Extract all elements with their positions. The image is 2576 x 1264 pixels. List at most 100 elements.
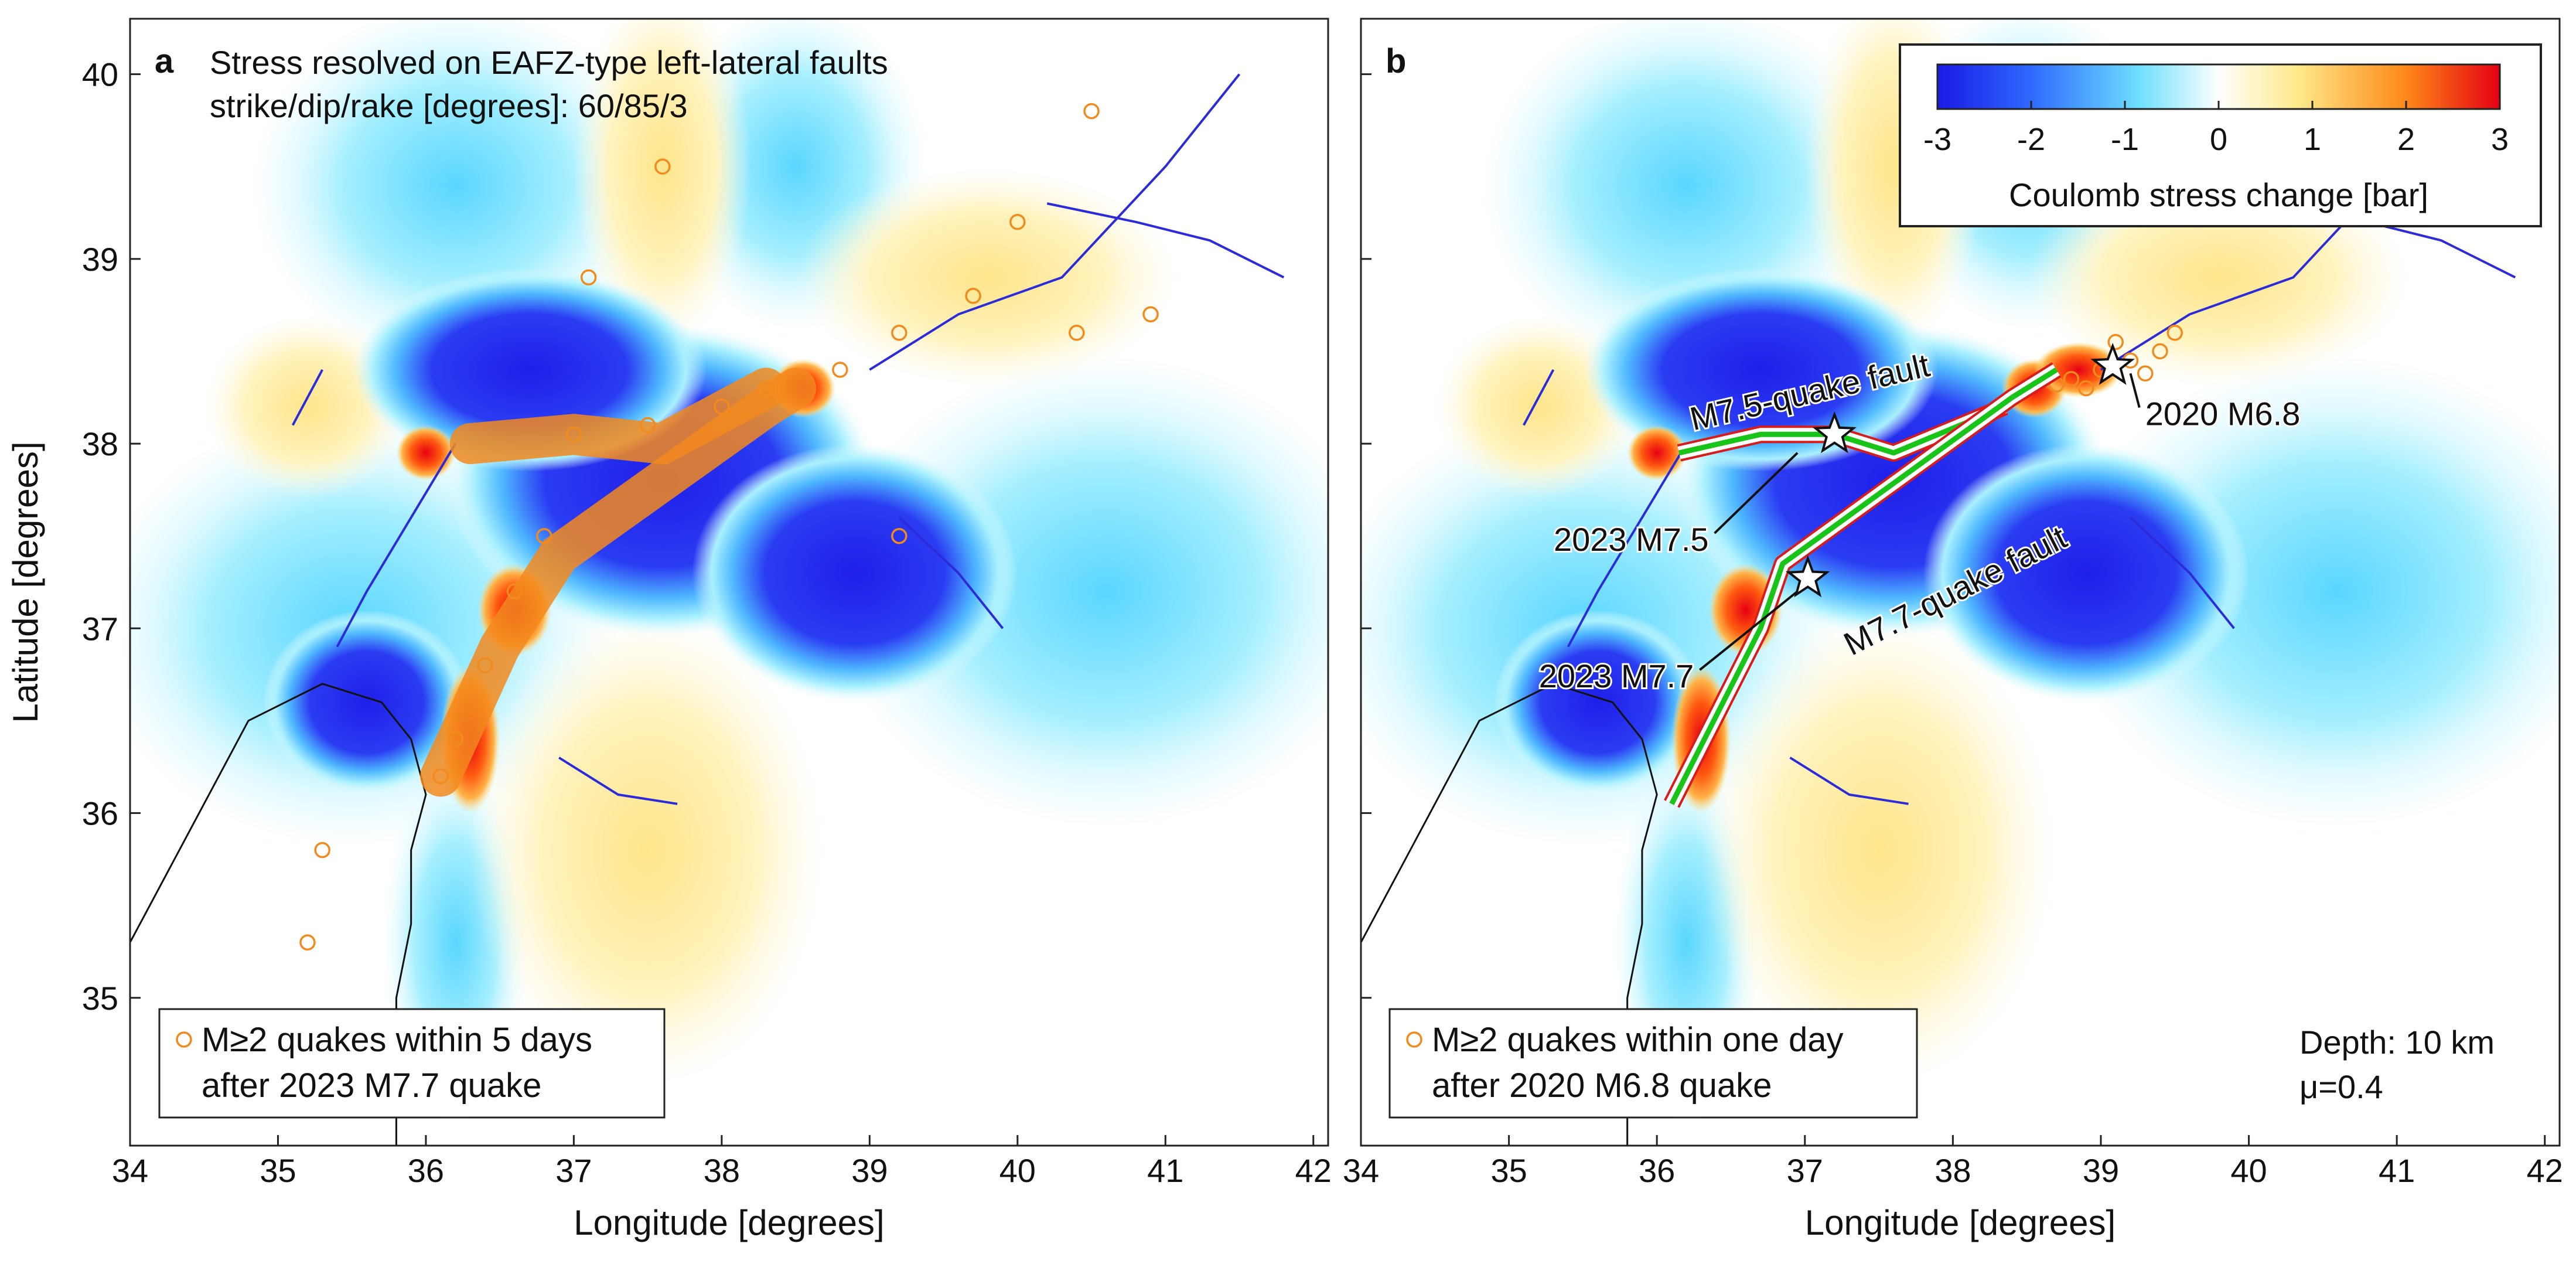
colorbar-tick-label: 3 — [2491, 122, 2509, 157]
aftershock — [299, 934, 316, 950]
panel-title-line2: strike/dip/rake [degrees]: 60/85/3 — [210, 87, 688, 124]
coastline — [1361, 683, 1658, 1146]
yellow-lobe-east — [796, 166, 1180, 389]
epicenter-arrow — [1699, 590, 1799, 671]
y-tick-label: 35 — [82, 980, 118, 1017]
axes-frame — [1360, 18, 2561, 1147]
colorbar-tick-label: 1 — [2304, 122, 2321, 157]
legend-line1: M≥2 quakes within 5 days — [202, 1021, 592, 1059]
aftershock — [891, 527, 907, 544]
y-axis-label: Latitude [degrees] — [6, 441, 45, 723]
x-tick-label: 37 — [555, 1152, 592, 1189]
x-tick-label: 40 — [2230, 1152, 2267, 1189]
aftershock — [1009, 214, 1026, 230]
colorbar-tick-label: -2 — [2017, 122, 2045, 157]
x-tick-label: 38 — [1934, 1152, 1971, 1189]
epicenter-star-icon — [1812, 411, 1857, 454]
epicenter: 2023 M7.7 — [1537, 555, 1830, 696]
panel-label: b — [1386, 42, 1406, 80]
active-fault-traces — [291, 73, 1285, 805]
aftershock — [2077, 380, 2094, 397]
legend: M≥2 quakes within 5 days after 2023 M7.7 … — [158, 1008, 666, 1119]
aftershock — [2137, 365, 2154, 382]
colorbar-tick-label: -1 — [2111, 122, 2139, 157]
aftershock — [314, 841, 330, 858]
x-tick-label: 39 — [851, 1152, 888, 1189]
x-axis-label: Longitude [degrees] — [1805, 1203, 2116, 1242]
x-tick-label: 34 — [112, 1152, 148, 1189]
x-tick-label: 40 — [999, 1152, 1036, 1189]
aftershock — [1069, 325, 1085, 341]
epicenter-label: 2023 M7.7 — [1539, 657, 1694, 694]
x-tick-label: 42 — [1295, 1152, 1332, 1189]
aftershock — [580, 269, 597, 286]
epicenter-arrow — [1714, 452, 1799, 534]
yellow-lobe-north — [574, 19, 752, 352]
aftershock — [447, 731, 464, 748]
x-tick-label: 41 — [1147, 1152, 1183, 1189]
aftershock — [477, 657, 493, 674]
coastline — [130, 683, 427, 1146]
legend-line2: after 2020 M6.8 quake — [1432, 1067, 1772, 1105]
aftershock — [714, 398, 730, 415]
aftershock — [832, 362, 848, 378]
epicenter: 2020 M6.8 — [2090, 343, 2302, 434]
aftershock-markers — [299, 103, 1159, 950]
aftershock — [432, 768, 449, 785]
fault-trace — [1046, 202, 1285, 279]
aftershock — [2107, 333, 2124, 350]
blue-lobe-north — [1582, 268, 1939, 472]
aftershock — [965, 288, 981, 304]
red-hotspot-west-tip — [396, 425, 456, 481]
fault-trace — [558, 757, 678, 805]
fault-trace — [898, 516, 1004, 629]
legend: M≥2 quakes within one day after 2020 M6.8… — [1388, 1008, 1918, 1119]
axes-frame — [129, 18, 1329, 1147]
epicenter-star-icon — [1786, 555, 1830, 598]
aftershock — [639, 417, 656, 434]
aftershock — [506, 583, 523, 600]
legend-frame — [158, 1008, 666, 1119]
x-tick-label: 38 — [704, 1152, 740, 1189]
aftershock-cluster — [449, 367, 787, 465]
aftershock — [758, 380, 774, 397]
yellow-lobe-south — [470, 609, 825, 1091]
y-tick-label: 38 — [82, 425, 118, 462]
x-tick-label: 39 — [2083, 1152, 2119, 1189]
depth-text: Depth: 10 km — [2299, 1024, 2495, 1061]
panel-title-line1: Stress resolved on EAFZ-type left-latera… — [210, 44, 888, 81]
epicenter-arrow — [2129, 373, 2141, 408]
panel-label: a — [155, 42, 174, 80]
epicenter-label: 2023 M7.5 — [1554, 521, 1709, 558]
fault-trace — [1523, 369, 1555, 426]
x-tick-label: 41 — [2379, 1152, 2415, 1189]
fault-trace — [1789, 757, 1909, 805]
aftershock — [2152, 343, 2168, 360]
colorbar-tick-label: 0 — [2210, 122, 2227, 157]
legend-line2: after 2023 M7.7 quake — [202, 1067, 541, 1105]
x-axis-label: Longitude [degrees] — [574, 1203, 884, 1242]
mu-text: μ=0.4 — [2299, 1068, 2383, 1105]
fault-trace — [2130, 516, 2235, 629]
epicenter-star-icon — [2090, 343, 2135, 385]
y-tick-label: 40 — [82, 56, 118, 93]
legend-marker — [1406, 1031, 1422, 1048]
blue-lobe-west — [263, 609, 470, 795]
aftershock — [1142, 306, 1159, 323]
epicenter: 2023 M7.5 — [1552, 411, 1857, 560]
fault-trace — [336, 443, 457, 648]
aftershock — [891, 325, 907, 341]
panel-a: 34 35 36 37 38 39 40 41 42 35 36 37 38 39 40 Longitude … — [6, 18, 1332, 1242]
fault-slip — [1669, 367, 2058, 805]
aftershock — [565, 426, 582, 443]
legend-frame — [1388, 1008, 1918, 1119]
stress-field — [130, 19, 1328, 1146]
x-tick-label: 37 — [1787, 1152, 1823, 1189]
aftershock-markers — [2048, 325, 2183, 397]
aftershock — [2166, 325, 2183, 341]
colorbar-label: Coulomb stress change [bar] — [2009, 176, 2428, 213]
aftershock — [536, 527, 552, 544]
yellow-lobe-south — [1701, 609, 2057, 1091]
